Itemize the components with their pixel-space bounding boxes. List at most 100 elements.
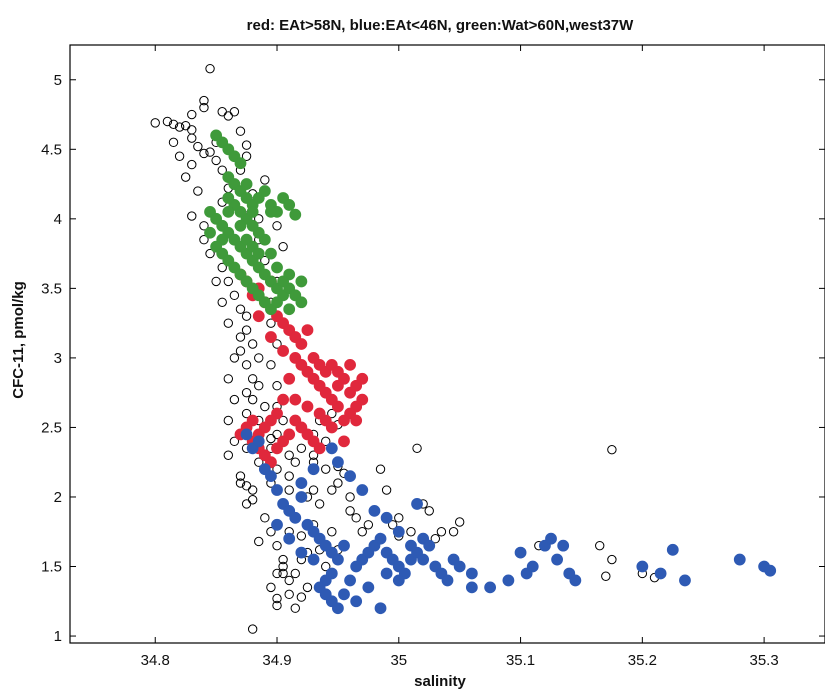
data-point-series-0 — [199, 148, 209, 159]
data-point-series-0 — [321, 436, 331, 447]
data-point-series-2 — [569, 574, 582, 587]
data-point-series-0 — [187, 133, 197, 143]
data-point-series-0 — [235, 478, 246, 488]
data-point-series-0 — [436, 527, 447, 537]
data-point-series-2 — [465, 581, 478, 594]
data-point-series-2 — [332, 456, 344, 469]
data-point-series-0 — [180, 120, 191, 131]
data-point-series-2 — [526, 560, 539, 573]
data-point-series-2 — [484, 581, 497, 594]
data-point-series-0 — [260, 255, 270, 266]
data-point-series-0 — [247, 339, 258, 349]
data-point-series-0 — [180, 172, 191, 182]
y-tick-label: 2 — [54, 489, 62, 506]
data-point-series-2 — [325, 442, 338, 455]
data-point-series-0 — [217, 262, 227, 273]
data-point-series-0 — [235, 304, 246, 314]
data-point-series-0 — [260, 175, 270, 185]
data-point-series-1 — [301, 400, 314, 413]
data-point-series-0 — [327, 485, 337, 495]
data-point-series-0 — [284, 471, 294, 481]
data-point-series-0 — [199, 221, 209, 231]
data-point-series-0 — [333, 478, 343, 488]
y-tick-label: 3.5 — [41, 280, 62, 297]
x-tick-label: 34.9 — [262, 652, 291, 669]
data-point-series-0 — [272, 464, 282, 474]
data-point-series-0 — [241, 360, 252, 370]
data-point-series-0 — [174, 122, 185, 132]
data-point-series-2 — [666, 543, 679, 556]
data-point-series-0 — [241, 387, 252, 398]
data-point-series-2 — [453, 560, 466, 573]
data-point-series-3 — [265, 205, 277, 218]
data-point-series-2 — [344, 470, 356, 483]
data-point-series-2 — [423, 539, 436, 552]
data-point-series-2 — [344, 574, 356, 587]
data-point-series-0 — [247, 624, 258, 634]
data-point-series-1 — [350, 414, 363, 427]
data-point-series-0 — [241, 481, 252, 491]
data-point-series-2 — [271, 484, 283, 496]
data-point-series-1 — [265, 331, 277, 343]
data-point-series-0 — [260, 513, 270, 523]
x-tick-label: 35.3 — [750, 652, 779, 669]
x-tick-label: 35 — [390, 652, 407, 669]
data-point-series-2 — [380, 511, 393, 524]
data-point-series-0 — [278, 554, 288, 565]
data-point-series-0 — [247, 394, 258, 405]
data-point-series-0 — [284, 575, 294, 586]
data-point-series-3 — [283, 303, 296, 316]
data-point-series-2 — [295, 546, 308, 559]
data-point-series-0 — [272, 600, 282, 611]
data-point-series-1 — [277, 393, 290, 406]
data-point-series-0 — [217, 165, 227, 175]
data-point-series-0 — [223, 415, 234, 426]
x-tick-label: 34.8 — [141, 652, 170, 669]
data-point-series-0 — [254, 214, 264, 224]
data-point-series-0 — [607, 554, 617, 565]
filled-markers — [204, 129, 777, 615]
data-point-series-1 — [283, 372, 296, 385]
data-point-series-0 — [321, 561, 331, 572]
data-point-series-0 — [406, 527, 416, 537]
data-point-series-0 — [254, 457, 264, 467]
axis-ticks: 34.8 34.9 35 35.1 35.2 35.3 1 1.5 2 2.5 3 3.5 4 4.5 5 — [41, 45, 825, 669]
y-tick-label: 5 — [54, 72, 62, 89]
data-point-series-0 — [235, 126, 246, 136]
data-point-series-0 — [278, 415, 288, 426]
data-point-series-0 — [601, 571, 611, 581]
data-point-series-0 — [296, 443, 307, 454]
data-point-series-0 — [308, 450, 319, 460]
data-point-series-0 — [193, 141, 203, 152]
y-tick-label: 4 — [54, 211, 62, 228]
data-point-series-1 — [338, 435, 350, 448]
data-point-series-2 — [679, 574, 691, 587]
data-point-series-0 — [247, 374, 258, 384]
data-point-series-1 — [313, 407, 326, 420]
data-point-series-0 — [223, 374, 234, 384]
data-point-series-2 — [654, 567, 667, 580]
x-tick-label: 35.1 — [506, 652, 535, 669]
data-point-series-2 — [374, 532, 387, 545]
data-point-series-0 — [266, 582, 276, 593]
data-point-series-3 — [222, 205, 235, 218]
data-point-series-0 — [162, 116, 173, 127]
data-point-series-0 — [211, 276, 221, 287]
data-point-series-0 — [314, 499, 325, 509]
data-point-series-0 — [278, 561, 288, 572]
data-point-series-0 — [235, 346, 246, 356]
data-point-series-0 — [223, 450, 234, 460]
data-point-series-0 — [388, 520, 398, 530]
data-point-series-3 — [289, 208, 302, 221]
data-point-series-0 — [217, 107, 227, 117]
data-point-series-2 — [362, 581, 375, 594]
data-point-series-0 — [266, 318, 276, 328]
data-point-series-0 — [247, 495, 258, 505]
data-point-series-2 — [307, 463, 320, 476]
data-point-series-2 — [465, 567, 478, 580]
data-point-series-2 — [338, 539, 350, 552]
data-point-series-0 — [199, 234, 209, 245]
data-point-series-0 — [193, 186, 203, 196]
data-point-series-0 — [247, 485, 258, 495]
data-point-series-0 — [381, 485, 392, 495]
